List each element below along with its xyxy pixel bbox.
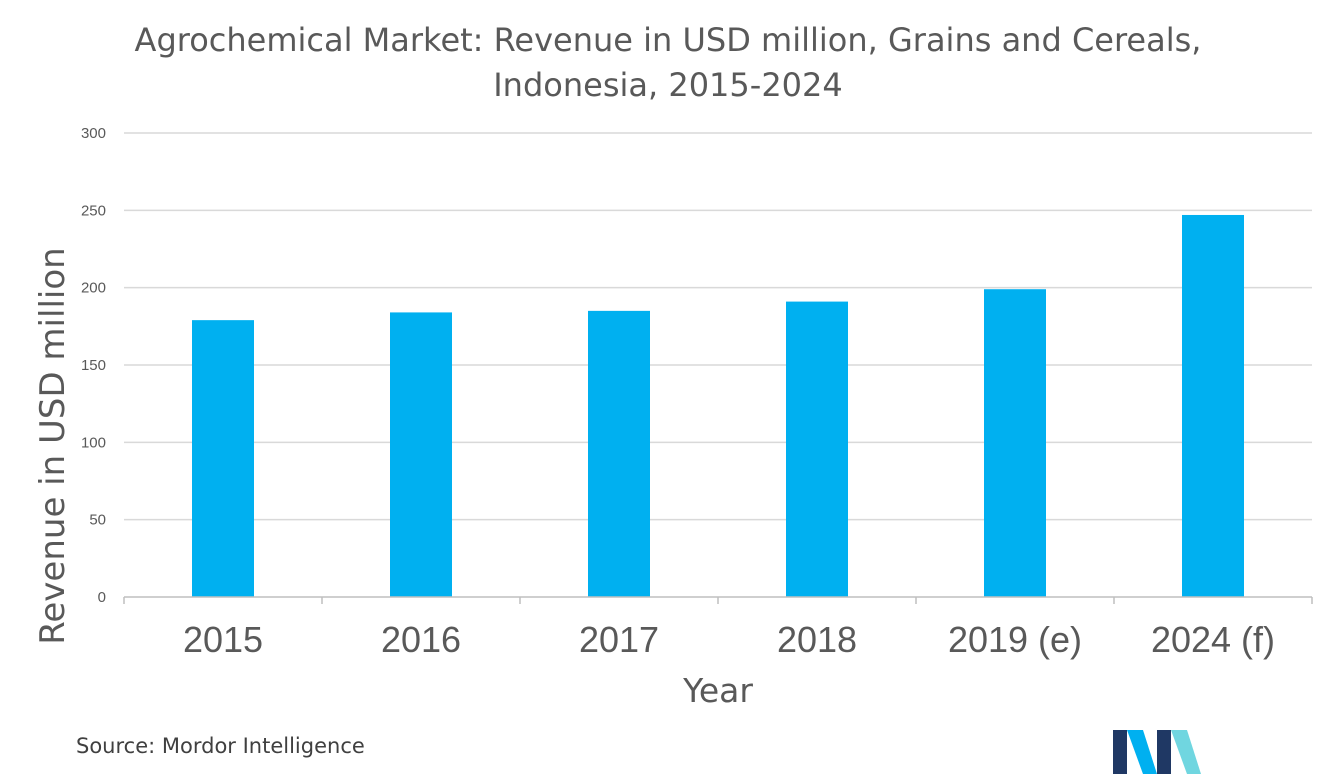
bar-2018 (786, 301, 848, 597)
bar-2024-f (1182, 214, 1244, 597)
y-tick-label: 150 (81, 357, 106, 374)
x-tick-label: 2024 (f) (1151, 619, 1275, 660)
x-axis-ticks: 2015 2016 2017 2018 2019 (e) 2024 (f) (183, 619, 1275, 660)
bar-2019-e (984, 289, 1046, 597)
bar-2015 (192, 320, 254, 597)
logo-shape-mid (1157, 730, 1171, 774)
logo-shape-diag-1 (1127, 730, 1157, 774)
gridlines (124, 132, 1312, 521)
y-tick-label: 200 (81, 280, 106, 297)
mordor-intelligence-logo (1113, 730, 1201, 774)
bar-2017 (588, 310, 650, 597)
logo-shape-diag-2 (1171, 730, 1201, 774)
chart-title-line-2: Indonesia, 2015-2024 (493, 66, 843, 104)
y-axis-label: Revenue in USD million (33, 247, 73, 644)
y-tick-label: 0 (98, 589, 106, 606)
x-tick-label: 2018 (777, 619, 857, 660)
source-note: Source: Mordor Intelligence (76, 734, 365, 758)
x-tick-label: 2019 (e) (948, 619, 1082, 660)
y-tick-label: 100 (81, 434, 106, 451)
chart-title-line-1: Agrochemical Market: Revenue in USD mill… (134, 21, 1202, 59)
x-tick-label: 2016 (381, 619, 461, 660)
y-tick-label: 250 (81, 202, 106, 219)
bar-2016 (390, 312, 452, 597)
bars (192, 214, 1244, 597)
x-axis-label: Year (682, 671, 753, 710)
x-tick-label: 2015 (183, 619, 263, 660)
y-axis-ticks: 0 50 100 150 200 250 300 (81, 125, 106, 606)
y-tick-label: 50 (89, 512, 106, 529)
logo-shape-left (1113, 730, 1127, 774)
x-axis (123, 596, 1313, 604)
x-tick-label: 2017 (579, 619, 659, 660)
chart-title: Agrochemical Market: Revenue in USD mill… (0, 18, 1336, 108)
y-tick-label: 300 (81, 125, 106, 142)
